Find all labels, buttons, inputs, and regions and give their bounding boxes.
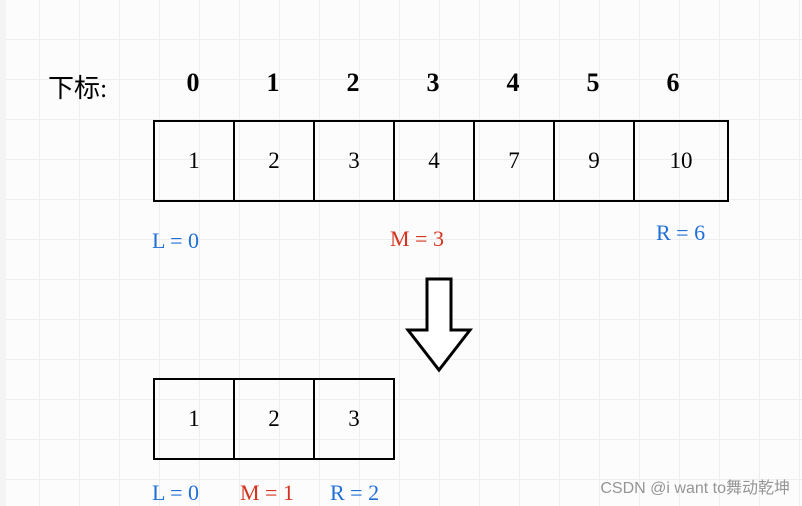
index-6: 6	[633, 68, 713, 98]
arr2-cell-1: 2	[233, 378, 315, 460]
arr1-cell-6: 10	[633, 120, 729, 202]
arr1-val-1: 2	[268, 148, 280, 174]
arr1-val-0: 1	[188, 148, 200, 174]
index-3: 3	[393, 68, 473, 98]
arr1-cell-4: 7	[473, 120, 555, 202]
arr1-val-4: 7	[508, 148, 520, 174]
ptr1-R: R = 6	[656, 220, 705, 246]
arr1-cell-5: 9	[553, 120, 635, 202]
ptr2-R: R = 2	[330, 480, 379, 506]
arr2-val-1: 2	[268, 406, 280, 432]
index-4: 4	[473, 68, 553, 98]
arr2-val-0: 1	[188, 406, 200, 432]
arr1-val-3: 4	[428, 148, 440, 174]
index-1: 1	[233, 68, 313, 98]
index-0: 0	[153, 68, 233, 98]
index-2: 2	[313, 68, 393, 98]
arr1-val-5: 9	[588, 148, 600, 174]
arr1-cell-2: 3	[313, 120, 395, 202]
arr2-cell-0: 1	[153, 378, 235, 460]
ptr2-M: M = 1	[240, 480, 294, 506]
arr2-cell-2: 3	[313, 378, 395, 460]
index-5: 5	[553, 68, 633, 98]
index-label: 下标:	[48, 68, 107, 105]
arr1-cell-3: 4	[393, 120, 475, 202]
arr1-val-2: 3	[348, 148, 360, 174]
ptr1-M: M = 3	[390, 226, 444, 252]
arr1-cell-1: 2	[233, 120, 315, 202]
arr1-cell-0: 1	[153, 120, 235, 202]
ptr1-L: L = 0	[152, 228, 199, 254]
left-margin-stripe	[0, 0, 6, 506]
ptr2-L: L = 0	[152, 480, 199, 506]
arr2-val-2: 3	[348, 406, 360, 432]
arrow-down-icon	[404, 276, 474, 374]
watermark: CSDN @i want to舞动乾坤	[600, 474, 790, 498]
arr1-val-6: 10	[670, 148, 693, 174]
